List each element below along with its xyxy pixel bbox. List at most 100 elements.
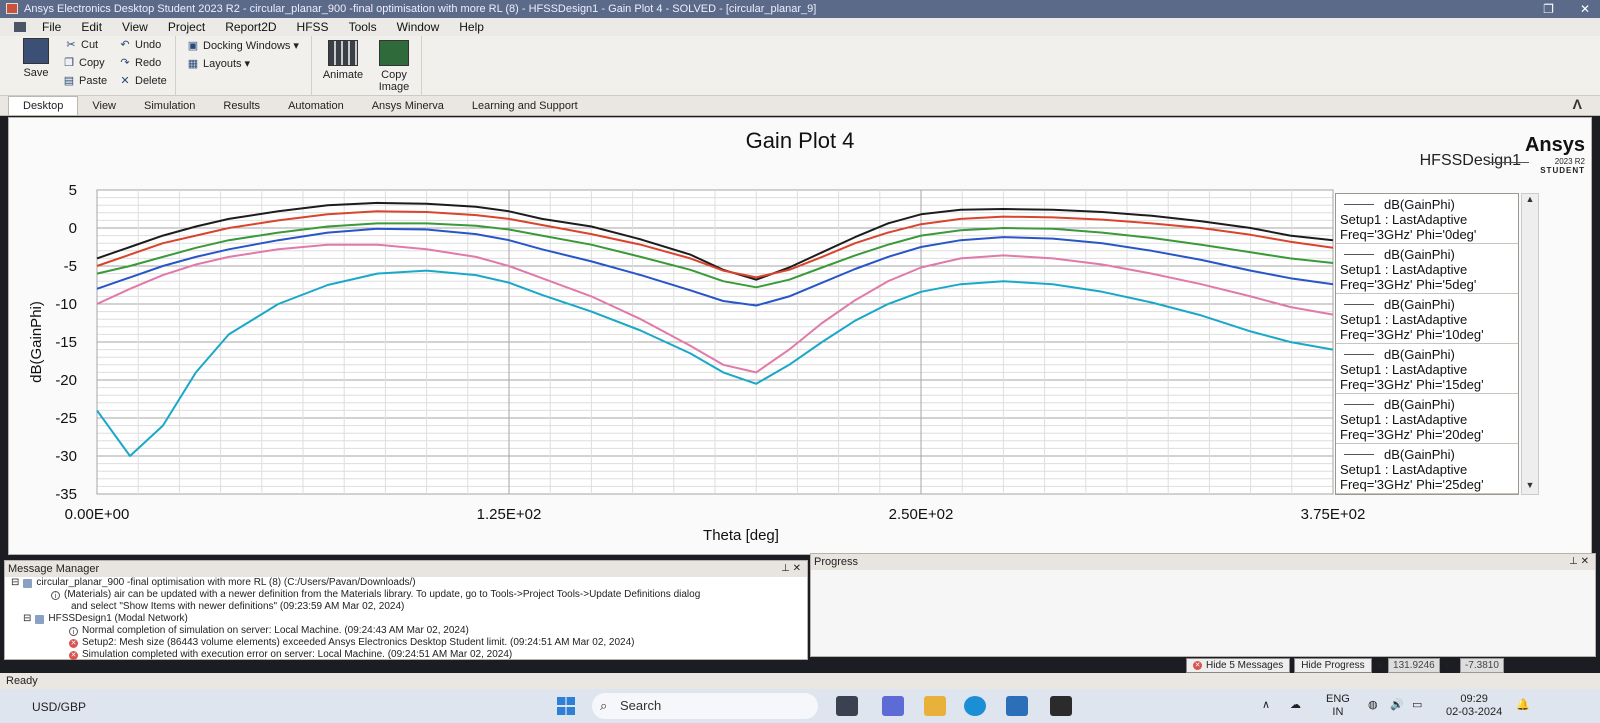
network-icon[interactable]: ☁ <box>1290 699 1301 711</box>
battery-icon[interactable]: ▭ <box>1412 699 1423 711</box>
tab-results[interactable]: Results <box>223 100 261 112</box>
info-icon: i <box>69 626 78 636</box>
design-icon <box>35 614 45 624</box>
chart-legend[interactable]: dB(GainPhi) Setup1 : LastAdaptive Freq='3G… <box>1335 193 1519 495</box>
legend-entry[interactable]: dB(GainPhi) Setup1 : LastAdaptive Freq='3G… <box>1336 344 1518 394</box>
legend-entry[interactable]: dB(GainPhi) Setup1 : LastAdaptive Freq='3G… <box>1336 444 1518 494</box>
series-line <box>96 269 1334 457</box>
menu-hfss[interactable]: HFSS <box>296 20 329 34</box>
redo-icon: ↷ <box>120 57 130 69</box>
paste-button[interactable]: ▤ Paste <box>63 75 108 87</box>
file-explorer-icon[interactable] <box>924 696 946 716</box>
tab-ansys-minerva[interactable]: Ansys Minerva <box>371 100 444 112</box>
tab-learning-support[interactable]: Learning and Support <box>471 100 578 112</box>
tab-view[interactable]: View <box>92 100 117 112</box>
mdi-window-icon[interactable] <box>14 22 26 32</box>
menu-tools[interactable]: Tools <box>348 20 377 34</box>
cursor-y-label: Y1 <box>1443 659 1456 671</box>
windows-start-icon[interactable] <box>557 697 575 715</box>
task-view-icon[interactable] <box>836 696 858 716</box>
message-manager-panel: Message Manager ⊥ ✕ ⊟ circular_planar_900… <box>4 560 808 660</box>
taskbar: USD/GBP ⌕ Search ∧ ☁ ENG IN ◍ 🔊 ▭ 09:29 02-… <box>0 689 1600 723</box>
message-info[interactable]: i Normal completion of simulation on serv… <box>5 625 807 637</box>
docking-icon: ▣ <box>187 39 199 52</box>
y-tick-label: -35 <box>55 486 77 503</box>
message-design[interactable]: ⊟ HFSSDesign1 (Modal Network) <box>23 613 188 624</box>
y-tick-label: 0 <box>69 220 77 237</box>
panel-close-icon[interactable]: ✕ <box>792 563 801 574</box>
currency-widget[interactable]: USD/GBP <box>32 700 87 714</box>
menu-report2d[interactable]: Report2D <box>225 20 277 34</box>
gain-chart[interactable]: 5 0 -5 -10 -15 -20 -25 -30 -35 0.00E+00 1.25E+02 2.… <box>9 118 1593 556</box>
volume-icon[interactable]: 🔊 <box>1390 699 1404 711</box>
search-icon: ⌕ <box>600 698 608 713</box>
message-manager-title: Message Manager ⊥ ✕ <box>5 561 807 577</box>
clock[interactable]: 09:29 02-03-2024 <box>1446 693 1503 718</box>
taskbar-search[interactable]: ⌕ Search <box>592 693 818 719</box>
copy-image-button[interactable]: Copy Image <box>372 40 416 93</box>
delete-button[interactable]: ✕ Delete <box>118 75 166 87</box>
tab-desktop[interactable]: Desktop <box>8 96 79 115</box>
menu-project[interactable]: Project <box>167 20 206 34</box>
restore-button[interactable]: ❐ <box>1543 2 1554 16</box>
menu-view[interactable]: View <box>122 20 148 34</box>
tab-simulation[interactable]: Simulation <box>144 100 196 112</box>
image-group <box>312 36 422 96</box>
ansys-edt-icon[interactable] <box>1050 696 1072 716</box>
close-button[interactable]: ✕ <box>1579 2 1590 16</box>
copy-image-icon <box>379 40 409 66</box>
notification-bell-icon[interactable]: 🔔 <box>1516 699 1530 711</box>
save-button[interactable]: Save <box>16 38 56 79</box>
docking-windows-button[interactable]: ▣ Docking Windows ▾ <box>187 39 299 53</box>
menu-file[interactable]: File <box>42 20 62 34</box>
chevron-down-icon: ▾ <box>293 40 299 52</box>
panel-close-icon[interactable]: ✕ <box>1580 556 1589 567</box>
menu-edit[interactable]: Edit <box>81 20 103 34</box>
y-tick-label: -20 <box>55 372 77 389</box>
legend-entry[interactable]: dB(GainPhi) Setup1 : LastAdaptive Freq='3G… <box>1336 394 1518 444</box>
cut-button[interactable]: ✂ Cut <box>64 39 98 51</box>
legend-entry[interactable]: dB(GainPhi) Setup1 : LastAdaptive Freq='3G… <box>1336 294 1518 344</box>
x-tick-label: 2.50E+02 <box>889 506 954 523</box>
teams-icon[interactable] <box>882 696 904 716</box>
plot-window[interactable]: 5 0 -5 -10 -15 -20 -25 -30 -35 0.00E+00 1.25E+02 2.… <box>8 117 1592 555</box>
pin-icon[interactable]: ⊥ <box>1569 556 1578 567</box>
tab-automation[interactable]: Automation <box>288 100 344 112</box>
store-icon[interactable] <box>1006 696 1028 716</box>
wifi-icon[interactable]: ◍ <box>1368 699 1378 711</box>
message-error[interactable]: ✕ Setup2: Mesh size (86443 volume element… <box>69 637 635 648</box>
y-tick-label: -10 <box>55 296 77 313</box>
animate-button[interactable]: Animate <box>316 40 370 81</box>
message-project[interactable]: ⊟ circular_planar_900 -final optimisation… <box>11 577 416 588</box>
ansys-logo: Ansys 2023 R2 STUDENT <box>1524 134 1585 175</box>
window-title: Ansys Electronics Desktop Student 2023 R… <box>24 3 817 15</box>
legend-scrollbar[interactable]: ▲ ▼ <box>1521 193 1539 495</box>
language-indicator[interactable]: ENG IN <box>1326 693 1350 718</box>
hide-progress-button[interactable]: Hide Progress <box>1294 657 1372 673</box>
y-tick-label: 5 <box>69 182 77 199</box>
film-icon <box>328 40 358 66</box>
edge-icon[interactable] <box>964 696 986 716</box>
window-titlebar: Ansys Electronics Desktop Student 2023 R… <box>0 0 1600 18</box>
legend-entry[interactable]: dB(GainPhi) Setup1 : LastAdaptive Freq='3G… <box>1336 194 1518 244</box>
legend-entry[interactable]: dB(GainPhi) Setup1 : LastAdaptive Freq='3G… <box>1336 244 1518 294</box>
pin-icon[interactable]: ⊥ <box>781 563 790 574</box>
menu-help[interactable]: Help <box>459 20 484 34</box>
progress-close-icon[interactable]: ✕ <box>1375 659 1385 671</box>
message-error[interactable]: ✕ Simulation completed with execution err… <box>69 649 513 660</box>
scroll-up-icon[interactable]: ▲ <box>1525 194 1535 204</box>
undo-button[interactable]: ↶ Undo <box>118 39 161 51</box>
scroll-down-icon[interactable]: ▼ <box>1525 480 1535 490</box>
status-bar: Ready <box>0 673 1600 689</box>
redo-button[interactable]: ↷ Redo <box>118 57 161 69</box>
ribbon: Save ✂ Cut ❐ Copy ▤ Paste ↶ Undo ↷ Redo ✕ Dele… <box>0 36 1600 96</box>
scissors-icon: ✂ <box>66 39 76 51</box>
message-info[interactable]: i (Materials) air can be updated with a n… <box>5 589 807 601</box>
project-icon <box>23 578 33 588</box>
copy-button[interactable]: ❐ Copy <box>62 57 105 69</box>
chevron-up-icon[interactable]: ∧ <box>1262 699 1271 711</box>
hide-messages-button[interactable]: ✕ Hide 5 Messages <box>1186 657 1291 673</box>
menu-window[interactable]: Window <box>396 20 440 34</box>
window-group <box>176 36 312 96</box>
layouts-button[interactable]: ▦ Layouts ▾ <box>187 57 251 71</box>
